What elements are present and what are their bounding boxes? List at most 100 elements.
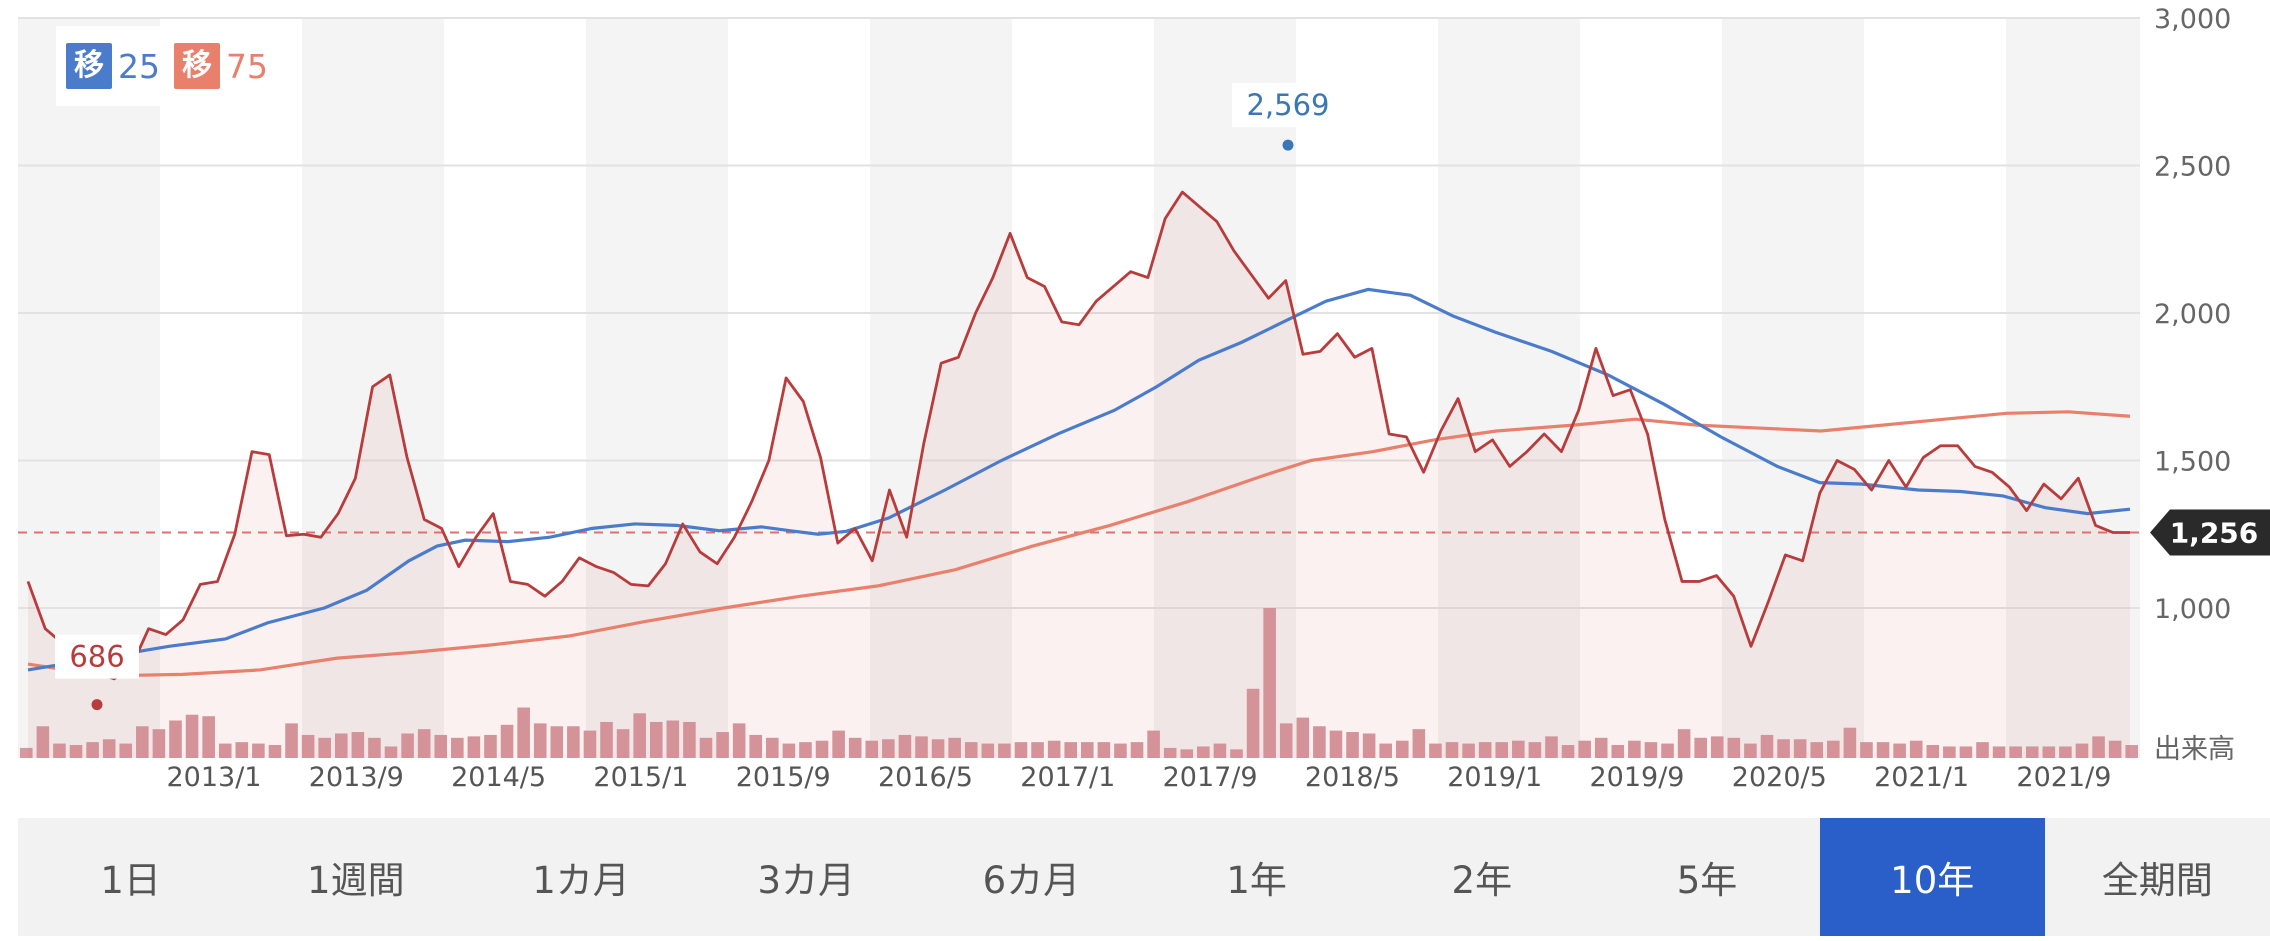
price-area [28,192,2130,759]
volume-bar [1313,726,1326,758]
volume-bar [1810,742,1824,758]
high-label-box [1232,83,1344,128]
tab-period-8[interactable]: 10年 [1819,818,2045,936]
grid-column [870,18,1012,758]
tab-period-7[interactable]: 5年 [1676,859,1738,902]
tab-period-3[interactable]: 3カ月 [757,859,855,902]
volume-bar [1114,743,1127,758]
x-tick-label: 2015/1 [593,762,688,793]
volume-bar [1611,745,1625,758]
volume-bar [633,713,646,758]
tab-period-1[interactable]: 1週間 [307,859,405,902]
volume-bar [1644,742,1658,758]
tab-period-6[interactable]: 2年 [1451,859,1513,902]
volume-bar [832,730,845,758]
volume-bar [2025,746,2039,758]
volume-bar [1843,727,1857,758]
current-price-badge-text: 1,256 [2170,516,2259,549]
volume-bar [401,733,414,758]
volume-bar [699,737,713,758]
volume-bar [2125,745,2138,758]
volume-bar [484,734,497,758]
volume-bar [235,742,249,758]
volume-bar [1827,740,1840,758]
ma25-label: 25 [118,46,160,86]
volume-bar [1197,746,1210,758]
volume-bar [1760,734,1774,758]
low-marker [91,699,103,711]
volume-bar [1943,746,1956,758]
y-tick-label: 2,000 [2154,299,2231,330]
y-tick-label: 3,000 [2154,4,2231,35]
volume-bar [1412,729,1426,758]
tab-period-9[interactable]: 全期間 [2101,859,2213,902]
volume-bar [1362,733,1376,758]
tab-period-0[interactable]: 1日 [100,859,161,902]
volume-bar [152,729,166,758]
volume-bar [1230,749,1243,758]
tab-period-5[interactable]: 1年 [1226,859,1287,902]
volume-bar [69,745,83,758]
volume-bar [36,726,50,758]
volume-bar [865,740,879,758]
volume-bar [119,743,133,758]
volume-bar [1395,740,1409,758]
volume-bar [1561,745,1575,758]
volume-bar [451,737,464,758]
volume-bar [649,721,663,758]
x-tick-label: 2017/1 [1020,762,1115,793]
volume-bar [1495,742,1509,758]
volume-bar [2108,740,2122,758]
x-tick-label: 2019/1 [1447,762,1542,793]
volume-bar [417,729,431,758]
volume-bar [1279,723,1293,758]
volume-bar [815,740,829,758]
volume-bar [1346,732,1359,758]
volume-bar [1263,608,1276,758]
volume-bar [1064,742,1077,758]
volume-bar [1429,743,1442,758]
volume-bar [368,737,381,758]
volume-bar [1097,742,1111,758]
y-tick-label: 1,500 [2154,447,2231,478]
volume-bar [1512,740,1525,758]
volume-bar [351,732,365,758]
volume-bar [136,726,149,758]
current-price-badge [2150,509,2270,556]
grid-column [1438,18,1580,758]
volume-bar [1893,743,1906,758]
volume-bar [500,724,514,758]
volume-bar [218,743,232,758]
volume-bar [102,739,116,758]
volume-bar [981,743,995,758]
volume-bar [1462,743,1475,758]
low-label-box [55,634,139,679]
volume-bar [964,742,978,758]
volume-bar [169,720,182,758]
volume-bar [1296,717,1310,758]
volume-bar [252,743,265,758]
volume-bar [583,730,597,758]
volume-bar [1710,736,1724,758]
volume-bar [1047,740,1061,758]
volume-bar [517,707,530,758]
x-tick-label: 2015/9 [736,762,831,793]
volume-bar [1661,743,1674,758]
volume-bar [1478,742,1492,758]
high-label: 2,569 [1246,88,1329,122]
volume-bar [467,736,481,758]
volume-bar [1213,743,1227,758]
y-tick-label: 2,500 [2154,152,2231,183]
high-marker [1282,139,1294,151]
volume-bar [86,742,99,758]
tab-period-4[interactable]: 6カ月 [982,859,1081,902]
x-tick-label: 2017/9 [1163,762,1258,793]
volume-bar [1329,730,1343,758]
volume-bar [1744,743,1757,758]
volume-bar [2042,746,2056,758]
volume-bar [882,739,895,758]
volume-bar [2059,746,2072,758]
tab-period-2[interactable]: 1カ月 [532,859,630,902]
volume-bar [782,743,796,758]
volume-bar [1976,742,1989,758]
